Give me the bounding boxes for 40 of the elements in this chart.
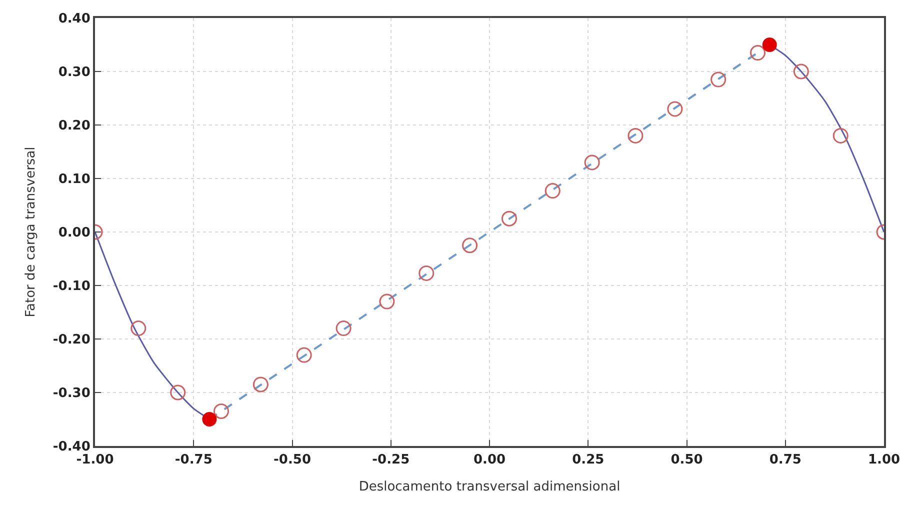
x-tick-label: 0.25 <box>572 452 604 468</box>
point <box>418 265 434 281</box>
point <box>501 210 517 226</box>
x-tick-label: -1.00 <box>76 452 114 468</box>
x-tick-label: 0.00 <box>473 452 506 468</box>
point <box>202 412 217 426</box>
point <box>379 294 395 310</box>
y-tick-label: 0.30 <box>58 65 90 80</box>
y-tick-label: 0.00 <box>58 226 90 241</box>
point <box>710 72 726 88</box>
point <box>667 101 683 117</box>
point <box>544 183 560 199</box>
point <box>336 320 352 336</box>
point <box>252 376 268 392</box>
point <box>462 238 478 254</box>
point <box>213 403 229 419</box>
point <box>130 320 146 336</box>
x-axis-title: Deslocamento transversal adimensional <box>358 480 620 495</box>
y-tick-label: -0.20 <box>52 332 90 348</box>
y-tick-label: -0.10 <box>52 279 90 294</box>
y-tick-label: -0.40 <box>52 440 90 455</box>
point <box>584 154 600 170</box>
point <box>296 347 312 363</box>
point <box>628 128 644 144</box>
y-tick-label: 0.10 <box>58 172 90 188</box>
x-tick-label: -0.75 <box>174 452 212 468</box>
point <box>762 38 777 52</box>
x-tick-label: 0.50 <box>670 452 703 468</box>
point <box>170 384 186 400</box>
point <box>793 64 809 80</box>
x-tick-label: -0.50 <box>274 452 311 468</box>
point <box>832 128 848 144</box>
y-tick-label: -0.30 <box>52 386 90 402</box>
point <box>750 45 766 61</box>
y-axis-title: Fator de carga transversal <box>23 146 38 318</box>
y-tick-label: 0.40 <box>58 12 90 27</box>
y-tick-label: 0.20 <box>58 118 90 134</box>
x-tick-label: 0.75 <box>769 452 802 468</box>
x-tick-label: -0.25 <box>372 452 410 468</box>
x-tick-label: 1.00 <box>868 452 900 468</box>
